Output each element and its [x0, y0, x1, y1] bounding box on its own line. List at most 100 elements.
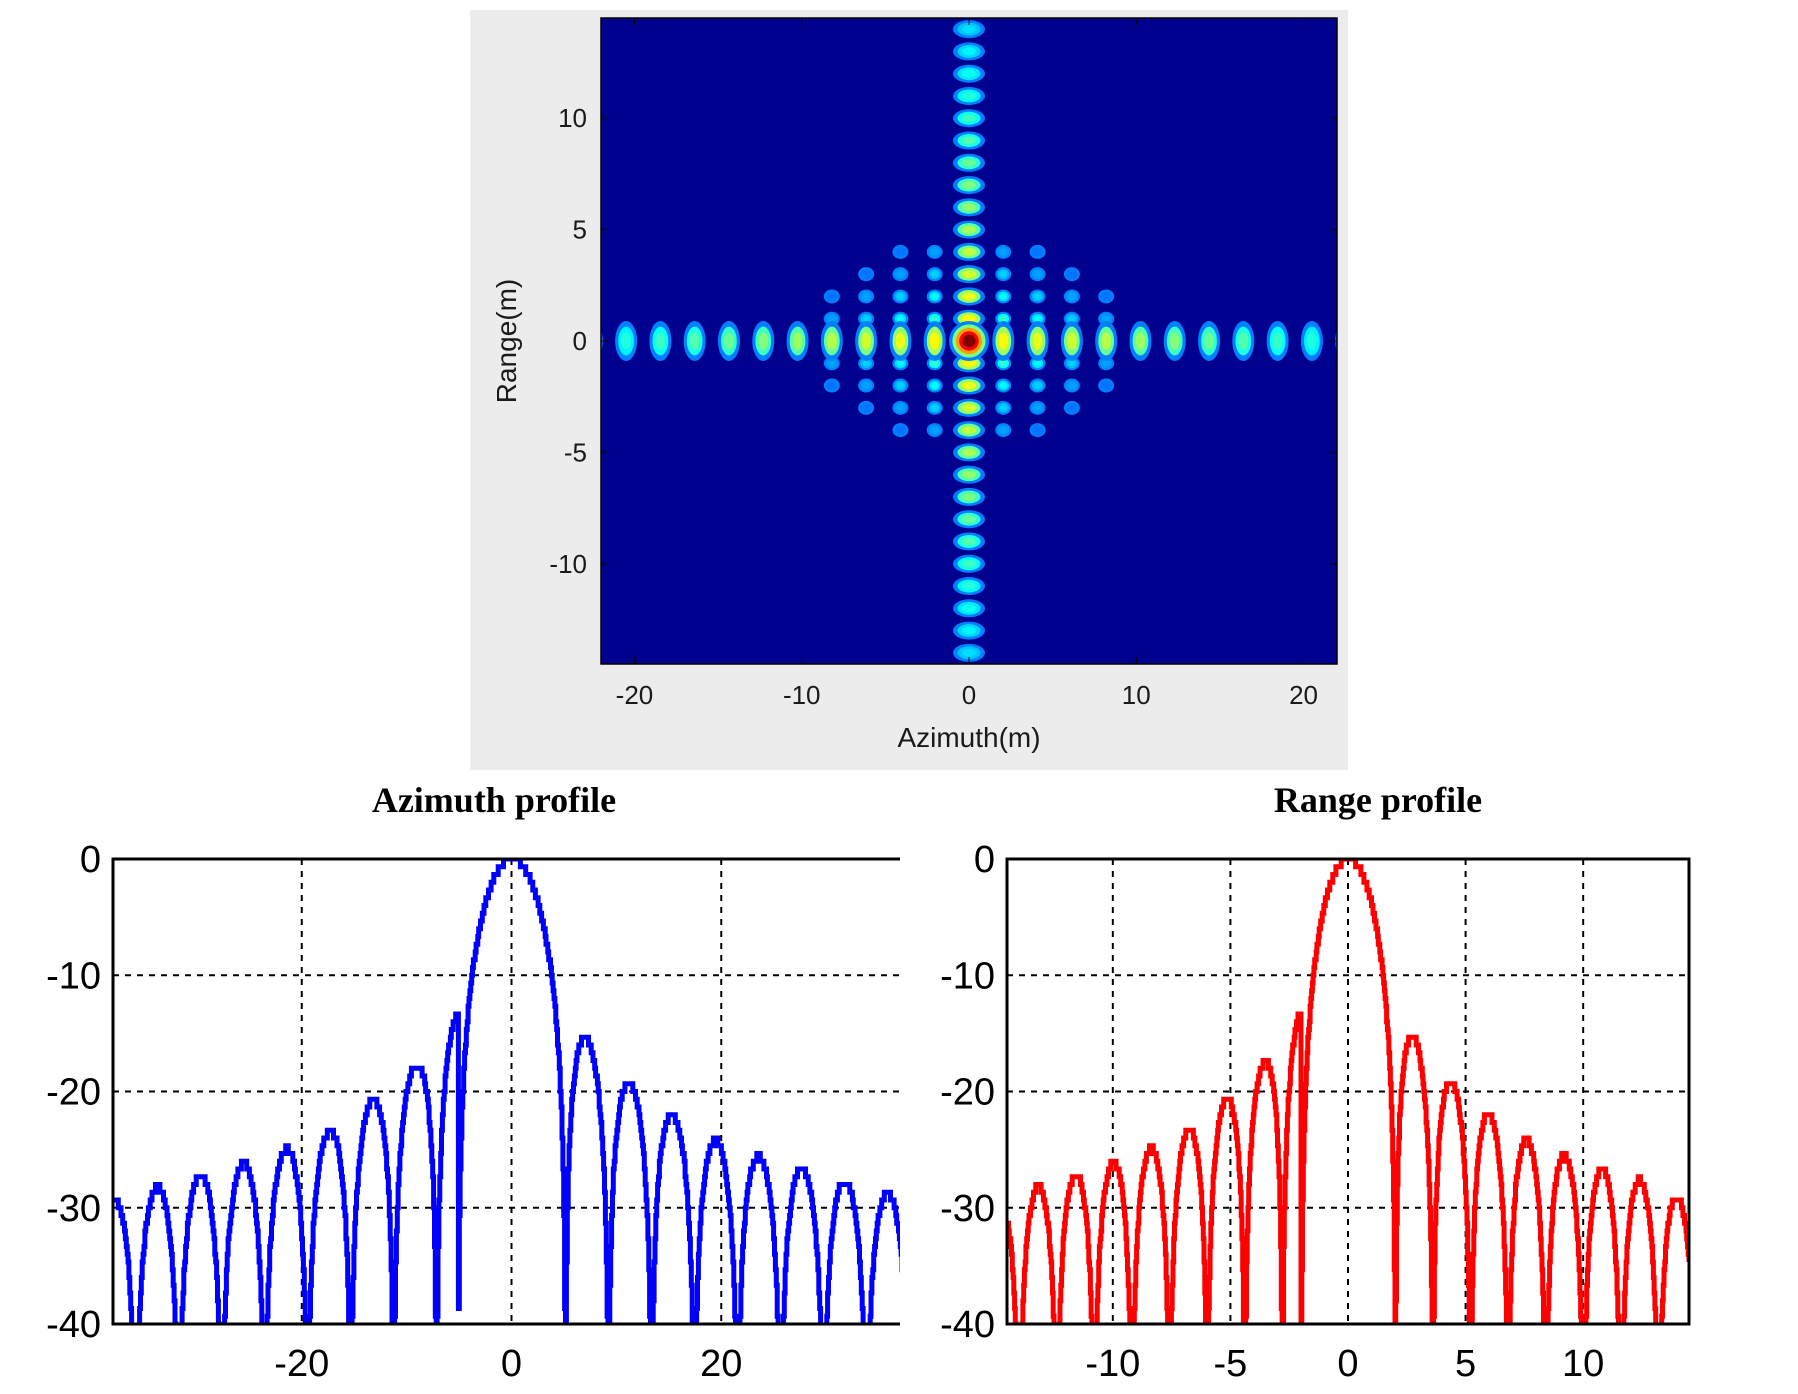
y-tick-label: 10 — [558, 103, 587, 133]
y-tick-label: -40 — [940, 1304, 995, 1346]
lobe — [820, 321, 843, 361]
x-tick-label: 5 — [1455, 1343, 1476, 1385]
x-tick-label: 20 — [1289, 680, 1318, 710]
lobe — [953, 554, 985, 573]
lobe — [1063, 400, 1080, 415]
lobe — [892, 244, 909, 259]
lobe — [992, 321, 1015, 361]
lobe — [892, 356, 909, 371]
y-tick-label: 0 — [573, 326, 587, 356]
lobe — [953, 64, 985, 83]
lobe — [683, 321, 706, 361]
lobe — [1029, 423, 1046, 438]
lobe — [953, 510, 985, 529]
range-profile-title: Range profile — [1274, 780, 1482, 820]
lobe — [926, 267, 943, 282]
lobe — [1026, 321, 1049, 361]
lobe — [855, 321, 878, 361]
lobe — [649, 321, 672, 361]
lobe — [547, 321, 569, 361]
lobe — [926, 244, 943, 259]
lobe — [1232, 321, 1255, 361]
lobe — [1029, 356, 1046, 371]
lobe — [923, 321, 946, 361]
x-tick-label: 20 — [700, 1343, 742, 1385]
lobe — [1095, 321, 1118, 361]
lobe — [858, 400, 875, 415]
lobe — [953, 198, 985, 217]
lobe — [892, 289, 909, 304]
y-tick-label: 5 — [573, 215, 587, 245]
lobe — [949, 321, 989, 361]
grid-lines — [113, 858, 900, 1325]
range-profile-chart: Range profile -10 -5 0 5 10 0 -10 -20 -30 -40 — [940, 780, 1691, 1385]
lobe — [953, 20, 985, 39]
lobe — [889, 321, 912, 361]
azimuth-profile-chart: Azimuth profile -20 0 20 0 -10 -20 -30 -40 — [46, 780, 900, 1385]
lobe — [995, 244, 1012, 259]
lobe — [926, 356, 943, 371]
lobe — [953, 10, 985, 16]
x-tick-label: 0 — [501, 1343, 522, 1385]
x-tick-label: -10 — [1085, 1343, 1140, 1385]
lobe — [1098, 378, 1115, 393]
y-tick-label: -30 — [46, 1188, 101, 1230]
lobe — [858, 356, 875, 371]
lobe — [752, 321, 775, 361]
lobe — [717, 321, 740, 361]
lobe — [1300, 321, 1323, 361]
lobe — [1029, 244, 1046, 259]
x-tick-label: 0 — [1337, 1343, 1358, 1385]
lobe — [953, 465, 985, 484]
x-tick-label: -20 — [274, 1343, 329, 1385]
lobe — [786, 321, 809, 361]
lobe — [1029, 400, 1046, 415]
lobe — [823, 378, 840, 393]
lobe — [953, 220, 985, 239]
y-tick-label: -5 — [564, 437, 587, 467]
lobe — [953, 643, 985, 662]
lobe — [1063, 311, 1080, 326]
y-tick-label: -10 — [46, 955, 101, 997]
lobe — [953, 532, 985, 551]
lobe — [858, 289, 875, 304]
lobe — [953, 265, 985, 284]
y-tick-label: -10 — [549, 549, 587, 579]
lobe — [858, 378, 875, 393]
lobe — [995, 378, 1012, 393]
lobe — [858, 267, 875, 282]
y-tick-label: -10 — [940, 955, 995, 997]
lobe — [953, 621, 985, 640]
y-axis-ticks: 10 5 0 -5 -10 — [549, 103, 1337, 579]
x-tick-label: -5 — [1214, 1343, 1248, 1385]
lobe — [953, 153, 985, 172]
azimuth-profile-title: Azimuth profile — [372, 780, 616, 820]
lobe — [858, 311, 875, 326]
x-axis-label: Azimuth(m) — [897, 722, 1040, 753]
x-axis-ticks: -20 -10 0 10 20 — [616, 18, 1318, 710]
lobe — [1129, 321, 1152, 361]
lobe — [823, 289, 840, 304]
lobe — [1029, 311, 1046, 326]
lobe — [1098, 356, 1115, 371]
lobe — [892, 267, 909, 282]
lobe — [823, 311, 840, 326]
lobe — [953, 86, 985, 105]
lobe — [1198, 321, 1221, 361]
lobe — [953, 109, 985, 128]
x-tick-label: 10 — [1122, 680, 1151, 710]
lobe — [953, 443, 985, 462]
lobe — [926, 289, 943, 304]
x-tick-label: -20 — [616, 680, 654, 710]
lobe — [995, 423, 1012, 438]
lobe — [995, 311, 1012, 326]
lobe — [995, 400, 1012, 415]
lobe — [995, 289, 1012, 304]
lobe — [1063, 356, 1080, 371]
lobe — [1063, 378, 1080, 393]
lobe — [1266, 321, 1289, 361]
lobe — [926, 400, 943, 415]
lobe — [926, 378, 943, 393]
lobe — [995, 267, 1012, 282]
lobe — [1029, 378, 1046, 393]
